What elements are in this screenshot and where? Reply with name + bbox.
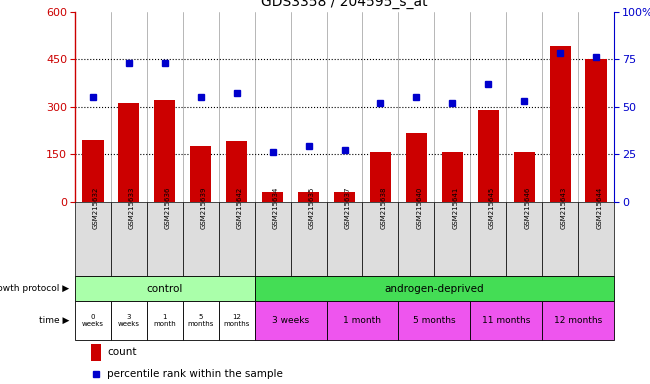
Text: GSM215644: GSM215644 xyxy=(596,187,603,229)
FancyBboxPatch shape xyxy=(542,202,578,276)
Text: 3
weeks: 3 weeks xyxy=(118,314,140,327)
Text: 1 month: 1 month xyxy=(343,316,382,325)
Title: GDS3358 / 204595_s_at: GDS3358 / 204595_s_at xyxy=(261,0,428,9)
Text: GSM215633: GSM215633 xyxy=(129,186,135,229)
FancyBboxPatch shape xyxy=(326,202,363,276)
Text: GSM215639: GSM215639 xyxy=(201,186,207,229)
Bar xyxy=(370,152,391,202)
FancyBboxPatch shape xyxy=(111,301,147,340)
FancyBboxPatch shape xyxy=(255,202,291,276)
FancyBboxPatch shape xyxy=(75,276,255,301)
Text: GSM215635: GSM215635 xyxy=(309,186,315,229)
Text: 12
months: 12 months xyxy=(224,314,250,327)
Bar xyxy=(298,192,319,202)
FancyBboxPatch shape xyxy=(111,202,147,276)
Text: 5 months: 5 months xyxy=(413,316,456,325)
Text: GSM215637: GSM215637 xyxy=(344,186,350,229)
FancyBboxPatch shape xyxy=(75,202,110,276)
Text: GSM215642: GSM215642 xyxy=(237,187,242,229)
FancyBboxPatch shape xyxy=(255,276,614,301)
FancyBboxPatch shape xyxy=(578,202,614,276)
FancyBboxPatch shape xyxy=(363,202,398,276)
Bar xyxy=(154,100,176,202)
FancyBboxPatch shape xyxy=(218,301,255,340)
Text: time ▶: time ▶ xyxy=(39,316,70,325)
Bar xyxy=(586,59,607,202)
Text: GSM215634: GSM215634 xyxy=(272,186,279,229)
Text: 11 months: 11 months xyxy=(482,316,530,325)
Text: GSM215646: GSM215646 xyxy=(525,186,530,229)
Text: 3 weeks: 3 weeks xyxy=(272,316,309,325)
Text: count: count xyxy=(107,347,136,357)
Bar xyxy=(514,152,535,202)
FancyBboxPatch shape xyxy=(183,301,218,340)
Bar xyxy=(406,134,427,202)
Bar xyxy=(190,146,211,202)
Text: 1
month: 1 month xyxy=(153,314,176,327)
Text: 0
weeks: 0 weeks xyxy=(82,314,104,327)
FancyBboxPatch shape xyxy=(183,202,218,276)
Bar xyxy=(441,152,463,202)
Text: GSM215636: GSM215636 xyxy=(164,186,171,229)
Text: GSM215638: GSM215638 xyxy=(380,186,387,229)
FancyBboxPatch shape xyxy=(471,301,542,340)
Bar xyxy=(478,110,499,202)
Text: GSM215632: GSM215632 xyxy=(93,186,99,229)
Bar xyxy=(82,140,103,202)
FancyBboxPatch shape xyxy=(542,301,614,340)
FancyBboxPatch shape xyxy=(147,301,183,340)
FancyBboxPatch shape xyxy=(255,301,326,340)
FancyBboxPatch shape xyxy=(218,202,255,276)
FancyBboxPatch shape xyxy=(471,202,506,276)
FancyBboxPatch shape xyxy=(398,301,471,340)
Text: growth protocol ▶: growth protocol ▶ xyxy=(0,285,70,293)
Bar xyxy=(118,103,140,202)
Bar xyxy=(333,192,356,202)
Bar xyxy=(549,46,571,202)
Text: percentile rank within the sample: percentile rank within the sample xyxy=(107,369,283,379)
FancyBboxPatch shape xyxy=(506,202,542,276)
Text: GSM215640: GSM215640 xyxy=(417,186,423,229)
FancyBboxPatch shape xyxy=(434,202,471,276)
Text: androgen-deprived: androgen-deprived xyxy=(385,284,484,294)
FancyBboxPatch shape xyxy=(75,301,110,340)
Bar xyxy=(262,192,283,202)
FancyBboxPatch shape xyxy=(398,202,434,276)
Text: GSM215641: GSM215641 xyxy=(452,186,458,229)
Text: GSM215645: GSM215645 xyxy=(488,187,495,229)
Bar xyxy=(91,344,101,361)
Text: 12 months: 12 months xyxy=(554,316,603,325)
Bar xyxy=(226,141,248,202)
Text: 5
months: 5 months xyxy=(187,314,214,327)
FancyBboxPatch shape xyxy=(147,202,183,276)
FancyBboxPatch shape xyxy=(291,202,326,276)
FancyBboxPatch shape xyxy=(326,301,398,340)
Text: control: control xyxy=(146,284,183,294)
Text: GSM215643: GSM215643 xyxy=(560,186,566,229)
